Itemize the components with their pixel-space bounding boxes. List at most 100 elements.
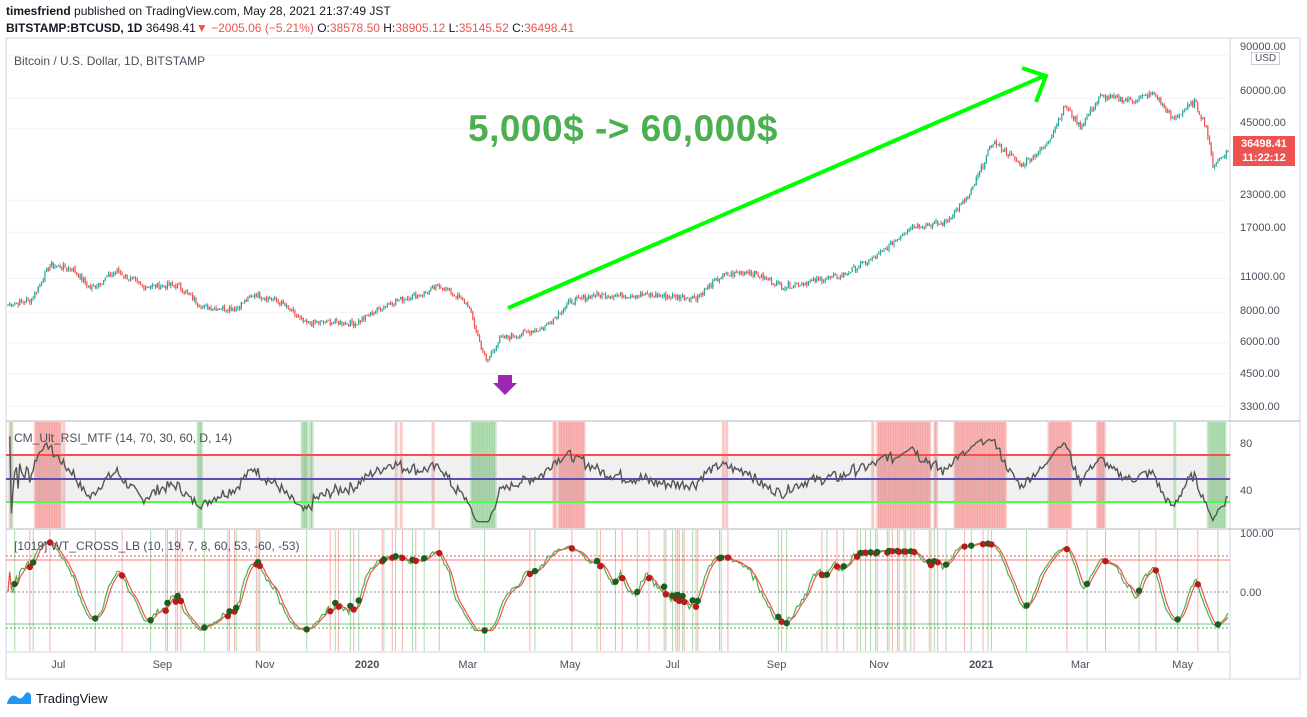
candle-body xyxy=(1069,109,1071,111)
wt-cross-dot xyxy=(823,571,831,578)
candle-body xyxy=(161,285,163,287)
candle-body xyxy=(235,308,237,311)
candle-body xyxy=(554,316,556,319)
price-axis[interactable]: 90000.00 60000.00 45000.00 23000.00 1700… xyxy=(1240,41,1286,413)
candle-body xyxy=(381,309,383,311)
rsi-pane-title[interactable]: CM_Ult_RSI_MTF (14, 70, 30, 60, D, 14) xyxy=(14,431,233,445)
candle-body xyxy=(438,285,440,287)
wt-pane-title[interactable]: [1019] WT_CROSS_LB (10, 19, 7, 8, 60, 53… xyxy=(14,539,300,553)
rsi-band xyxy=(997,422,1001,528)
main-pane-title[interactable]: Bitcoin / U.S. Dollar, 1D, BITSTAMP xyxy=(14,54,206,68)
candle-body xyxy=(692,295,694,298)
candle-body xyxy=(1203,117,1206,127)
candle-body xyxy=(541,327,543,329)
candle-body xyxy=(522,330,524,335)
candle-body xyxy=(1057,118,1060,125)
candle-body xyxy=(158,283,160,290)
trend-arrow-line[interactable] xyxy=(507,74,1045,310)
candle-body xyxy=(729,275,731,277)
candle-body xyxy=(963,200,966,203)
candle-body xyxy=(155,284,157,288)
price-tick: 4500.00 xyxy=(1240,368,1280,380)
candle-body xyxy=(279,302,281,305)
candle-body xyxy=(457,294,459,299)
rsi-band xyxy=(35,422,39,528)
rsi-band xyxy=(1208,422,1212,528)
candle-body xyxy=(314,319,316,323)
open-value: 38578.50 xyxy=(329,21,380,35)
candle-body xyxy=(1098,97,1100,103)
rsi-band xyxy=(59,422,63,528)
rsi-tick: 80 xyxy=(1240,438,1252,450)
rsi-band xyxy=(560,422,564,528)
candle-body xyxy=(720,277,722,280)
candle-body xyxy=(228,307,231,312)
candle-body xyxy=(930,224,932,228)
rsi-band xyxy=(918,422,922,528)
candle-body xyxy=(1037,152,1039,155)
candle-body xyxy=(1182,111,1184,115)
candle-body xyxy=(349,320,351,327)
candle-body xyxy=(485,354,487,361)
rsi-axis[interactable]: 80 40 xyxy=(1240,438,1252,497)
rsi-band xyxy=(493,422,497,528)
rsi-band xyxy=(40,422,44,528)
candle-body xyxy=(1027,158,1029,160)
candle-body xyxy=(593,294,595,296)
candle-body xyxy=(376,307,378,312)
candle-body xyxy=(1205,126,1207,128)
candle-body xyxy=(819,278,821,280)
rsi-band xyxy=(968,422,972,528)
candle-body xyxy=(525,330,528,332)
rsi-band xyxy=(431,422,435,528)
candle-body xyxy=(1161,103,1164,105)
candle-body xyxy=(336,319,338,322)
candle-body xyxy=(1200,114,1202,120)
candle-body xyxy=(353,323,355,327)
time-tick: Sep xyxy=(153,659,173,671)
rsi-band xyxy=(919,422,923,528)
wt-axis[interactable]: 100.00 0.00 xyxy=(1240,528,1274,599)
candle-body xyxy=(465,302,467,304)
wt-cross-dot xyxy=(660,583,668,590)
last-price: 36498.41 xyxy=(145,21,196,35)
candle-body xyxy=(640,293,642,297)
candle-body xyxy=(223,305,226,311)
candle-body xyxy=(883,249,885,251)
down-arrow-marker-icon xyxy=(493,375,517,395)
candle-body xyxy=(1192,101,1194,107)
rsi-band xyxy=(45,422,49,528)
candle-body xyxy=(262,298,264,300)
candle-body xyxy=(1096,102,1098,104)
candle-body xyxy=(1041,148,1043,150)
candle-body xyxy=(781,283,783,289)
candle-body xyxy=(764,276,766,280)
time-axis[interactable]: Jul Sep Nov 2020 Mar May Jul Sep Nov 2021 Mar May xyxy=(51,659,1193,671)
candle-body xyxy=(997,144,999,146)
rsi-band xyxy=(1096,422,1100,528)
publisher-name[interactable]: timesfriend xyxy=(6,4,71,18)
candle-body xyxy=(277,300,279,303)
tradingview-footer[interactable]: TradingView xyxy=(6,690,108,706)
wt-cross-dot xyxy=(526,570,534,578)
candle-body xyxy=(891,241,893,246)
candle-body xyxy=(1130,97,1132,100)
chart-annotation-text[interactable]: 5,000$ -> 60,000$ xyxy=(468,108,778,149)
candle-body xyxy=(611,296,613,298)
rsi-band xyxy=(37,422,41,528)
candle-body xyxy=(94,285,96,288)
candle-body xyxy=(833,274,835,276)
candle-body xyxy=(723,273,726,275)
rsi-band xyxy=(721,422,725,528)
candle-body xyxy=(244,300,246,304)
candle-body xyxy=(1042,147,1044,150)
candle-body xyxy=(861,261,863,264)
candle-body xyxy=(613,296,615,298)
rsi-band xyxy=(990,422,994,528)
candle-body xyxy=(401,296,403,302)
currency-badge[interactable]: USD xyxy=(1251,52,1281,65)
candle-body xyxy=(747,272,749,274)
rsi-band xyxy=(1049,422,1053,528)
rsi-band xyxy=(877,422,881,528)
